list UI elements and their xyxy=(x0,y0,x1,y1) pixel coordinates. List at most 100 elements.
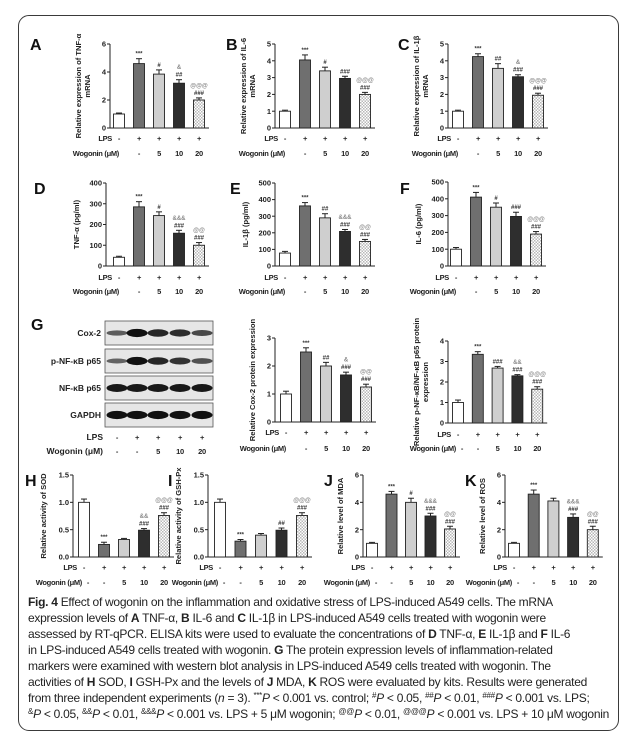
caption-superscript: & xyxy=(28,707,34,716)
caption-text: in LPS-induced A549 cells treated with w… xyxy=(28,643,275,657)
significance-marker: &&& xyxy=(424,499,438,505)
significance-marker: ### xyxy=(533,86,544,92)
wogonin-value: - xyxy=(533,578,536,587)
significance-marker: ### xyxy=(513,68,524,74)
lps-label: LPS xyxy=(86,432,103,442)
bar-chart-a: A 0 2 4 6 Relative expression of TNF-α mRNA - **… xyxy=(30,33,209,158)
significance-marker: *** xyxy=(302,341,310,347)
y-tick-label: 0 xyxy=(267,124,271,133)
significance-marker: # xyxy=(157,205,161,211)
lps-value: + xyxy=(448,563,453,572)
y-axis-label: Relative activity of GSH-Px xyxy=(174,467,183,565)
y-axis-label: IL-1β (pg/ml) xyxy=(241,201,250,247)
significance-marker: ### xyxy=(511,205,522,211)
y-tick-label: 2 xyxy=(102,96,106,105)
y-tick-label: 0 xyxy=(102,124,106,133)
y-tick-label: 6 xyxy=(102,40,106,49)
significance-marker: *** xyxy=(135,52,143,58)
bar xyxy=(173,82,185,129)
wogonin-value: 20 xyxy=(195,287,203,296)
significance-marker: ## xyxy=(495,57,502,63)
wogonin-label: Wogonin (μM) xyxy=(240,444,287,453)
y-tick-label: 4 xyxy=(102,68,107,77)
wogonin-label: Wogonin (μM) xyxy=(47,446,104,456)
wogonin-value: - xyxy=(461,444,464,453)
caption-text: activities of xyxy=(28,675,87,689)
significance-marker: # xyxy=(409,491,413,497)
bar xyxy=(300,351,312,423)
bar xyxy=(193,244,205,267)
caption-superscript: && xyxy=(81,707,93,716)
significance-marker: *** xyxy=(237,533,245,539)
bar-chart-e: E 0 100 200 300 400 500 IL-1β (pg/ml) - *** + - ## +5… xyxy=(230,179,375,296)
y-tick-label: 400 xyxy=(431,194,444,203)
lps-label: LPS xyxy=(98,273,112,282)
bar xyxy=(527,493,540,558)
lps-value: + xyxy=(535,430,540,439)
bar-chart-c: C 0 1 2 3 4 5 Relative expression of IL-1β mRNA -… xyxy=(398,35,548,158)
blot-row-label: GAPDH xyxy=(70,410,101,420)
caption-text: < 0.001 vs. LPS + 10 μM wogonin xyxy=(434,707,609,721)
caption-text: = 3). xyxy=(224,691,254,705)
significance-marker: ## xyxy=(322,207,329,213)
caption-bold: B xyxy=(181,611,190,625)
significance-marker: *** xyxy=(474,47,482,53)
y-tick-label: 2 xyxy=(440,378,444,387)
bar xyxy=(98,543,110,558)
panel-label: E xyxy=(230,181,241,198)
caption-line: Fig. 4 Effect of wogonin on the inflamma… xyxy=(28,594,618,610)
y-tick-label: 0 xyxy=(267,418,271,427)
blot-row: NF-κB p65 xyxy=(59,375,214,401)
significance-marker: ### xyxy=(139,522,150,528)
lps-value: + xyxy=(496,430,501,439)
y-tick-label: 0 xyxy=(440,124,444,133)
bar xyxy=(113,113,125,129)
caption-line: in LPS-induced A549 cells treated with w… xyxy=(28,642,618,658)
y-axis-label: Relative Cox-2 protein expression xyxy=(248,318,257,441)
caption-text: n xyxy=(218,691,225,705)
bar xyxy=(472,56,484,129)
wogonin-value: 5 xyxy=(409,578,413,587)
wogonin-value: 10 xyxy=(175,149,183,158)
panel-label: C xyxy=(398,37,410,54)
significance-marker: && xyxy=(513,360,522,366)
caption-text: < 0.01, xyxy=(99,707,142,721)
caption-text: IL-1β and xyxy=(486,627,541,641)
figure-caption: Fig. 4 Effect of wogonin on the inflamma… xyxy=(28,594,618,722)
bar xyxy=(511,375,524,424)
wogonin-value: 20 xyxy=(361,149,369,158)
bar xyxy=(234,540,247,558)
wogonin-label: Wogonin (μM) xyxy=(73,149,120,158)
caption-text: TNF-α, xyxy=(436,627,479,641)
caption-line: &P < 0.05, &&P < 0.01, &&&P < 0.001 vs. … xyxy=(28,706,618,722)
lps-value: + xyxy=(157,134,162,143)
significance-marker: ### xyxy=(512,368,523,374)
significance-marker: *** xyxy=(472,185,480,191)
y-tick-label: 200 xyxy=(431,228,444,237)
significance-marker: & xyxy=(344,358,349,364)
wogonin-label: Wogonin (μM) xyxy=(36,578,83,587)
y-tick-label: 4 xyxy=(267,56,272,65)
wogonin-value: 5 xyxy=(122,578,126,587)
bar xyxy=(512,76,524,129)
lps-value: - xyxy=(513,563,516,572)
wogonin-value: 10 xyxy=(427,578,435,587)
caption-line: expression levels of A TNF-α, B IL-6 and… xyxy=(28,610,618,626)
lps-value: + xyxy=(516,134,521,143)
wogonin-value: 20 xyxy=(160,578,168,587)
bar xyxy=(214,501,226,558)
lps-value: + xyxy=(476,430,481,439)
lps-value: + xyxy=(571,563,576,572)
lps-value: + xyxy=(536,134,541,143)
y-tick-label: 100 xyxy=(431,245,444,254)
caption-bold: F xyxy=(540,627,548,641)
bar xyxy=(133,206,145,267)
wogonin-value: 10 xyxy=(512,287,520,296)
wogonin-value: 20 xyxy=(195,149,203,158)
y-tick-label: 2 xyxy=(267,90,271,99)
lps-value: + xyxy=(300,563,305,572)
y-tick-label: 0 xyxy=(440,419,444,428)
wogonin-value: 20 xyxy=(298,578,306,587)
